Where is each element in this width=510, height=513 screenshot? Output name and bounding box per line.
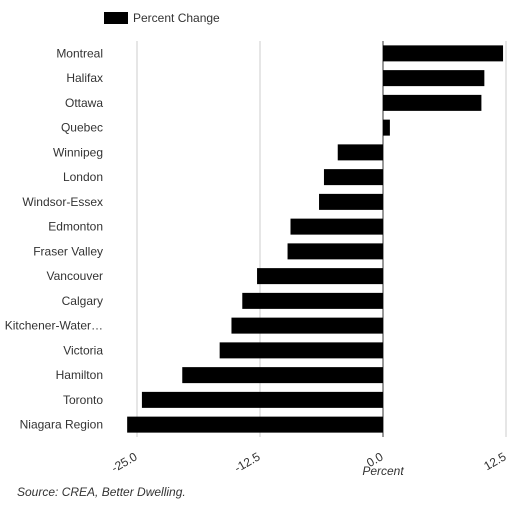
bar (242, 292, 383, 309)
bars (127, 45, 504, 433)
x-tick-label: -25.0 (109, 449, 140, 475)
category-label: Halifax (66, 71, 103, 85)
bar (219, 342, 383, 359)
bar (383, 70, 485, 87)
x-axis-title: Percent (362, 464, 404, 478)
category-label: Niagara Region (20, 418, 103, 432)
x-tick-label: 12.5 (481, 449, 509, 473)
bar (257, 268, 383, 285)
category-label: London (63, 170, 103, 184)
category-label: Montreal (56, 46, 103, 60)
bar (383, 119, 390, 136)
bar (231, 317, 383, 334)
category-label: Winnipeg (53, 145, 103, 159)
bar (287, 243, 383, 260)
bar (383, 94, 482, 111)
category-label: Quebec (61, 121, 103, 135)
bar (182, 367, 383, 384)
category-label: Fraser Valley (33, 244, 103, 258)
bar (323, 169, 383, 186)
category-label: Windsor-Essex (22, 195, 103, 209)
bar (141, 391, 383, 408)
bar (290, 218, 383, 235)
legend: Percent Change (104, 11, 220, 25)
source-note: Source: CREA, Better Dwelling. (17, 485, 186, 499)
category-label: Vancouver (47, 269, 103, 283)
bar (127, 416, 383, 433)
category-label: Kitchener-Water… (5, 319, 103, 333)
x-tick-label: -12.5 (232, 449, 263, 475)
bar (383, 45, 504, 62)
bar (319, 193, 383, 210)
category-labels: Montreal Halifax Ottawa Quebec Winnipeg Londo… (5, 46, 104, 431)
legend-label: Percent Change (133, 11, 220, 25)
category-label: Ottawa (65, 96, 103, 110)
legend-swatch (104, 12, 128, 24)
category-label: Victoria (63, 343, 103, 357)
category-label: Toronto (63, 393, 103, 407)
category-label: Hamilton (56, 368, 103, 382)
category-label: Calgary (62, 294, 103, 308)
x-tick-labels: -25.0 -12.5 0.0 12.5 (109, 449, 509, 475)
bar (337, 144, 383, 161)
category-label: Edmonton (48, 220, 103, 234)
